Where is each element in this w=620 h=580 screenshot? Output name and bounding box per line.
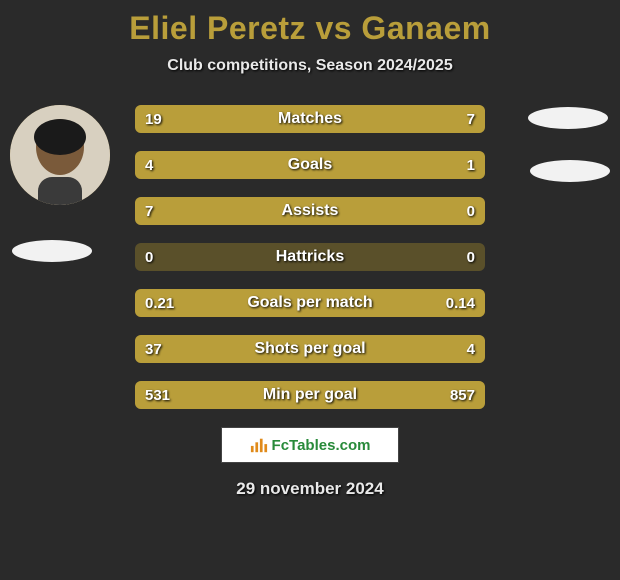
player1-club-badge	[12, 240, 92, 262]
stat-label: Goals per match	[135, 289, 485, 317]
stat-row: 531857Min per goal	[135, 381, 485, 409]
stat-label: Shots per goal	[135, 335, 485, 363]
title-player2: Ganaem	[361, 10, 490, 46]
stat-row: 374Shots per goal	[135, 335, 485, 363]
title-player1: Eliel Peretz	[129, 10, 306, 46]
page-title: Eliel Peretz vs Ganaem	[0, 0, 620, 47]
stat-label: Min per goal	[135, 381, 485, 409]
stat-row: 41Goals	[135, 151, 485, 179]
stat-row: 197Matches	[135, 105, 485, 133]
stat-label: Matches	[135, 105, 485, 133]
fctables-logo[interactable]: FcTables.com	[221, 427, 399, 463]
stat-row: 70Assists	[135, 197, 485, 225]
avatar-icon	[10, 105, 110, 205]
stat-row: 00Hattricks	[135, 243, 485, 271]
comparison-area: 197Matches 41Goals 70Assists 00Hattricks 0.2…	[0, 105, 620, 409]
stat-label: Assists	[135, 197, 485, 225]
logo-text: FcTables.com	[272, 437, 371, 454]
barchart-icon	[250, 436, 268, 454]
date: 29 november 2024	[0, 479, 620, 499]
player2-club-badge	[530, 160, 610, 182]
stat-label: Hattricks	[135, 243, 485, 271]
title-vs: vs	[315, 10, 352, 46]
stats-bars: 197Matches 41Goals 70Assists 00Hattricks 0.2…	[135, 105, 485, 409]
subtitle: Club competitions, Season 2024/2025	[0, 57, 620, 75]
player1-avatar	[10, 105, 110, 205]
player2-avatar-placeholder	[528, 107, 608, 129]
stat-label: Goals	[135, 151, 485, 179]
stat-row: 0.210.14Goals per match	[135, 289, 485, 317]
